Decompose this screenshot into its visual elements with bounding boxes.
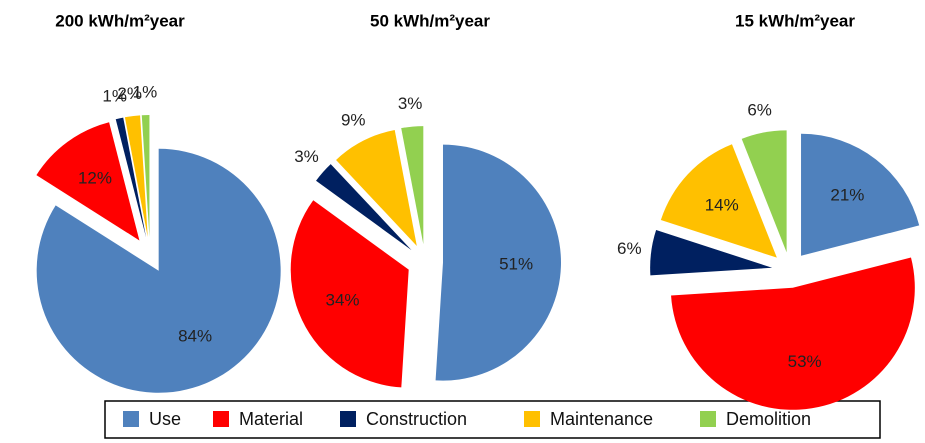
legend-swatch <box>123 411 139 427</box>
legend-swatch <box>524 411 540 427</box>
chart-title: 200 kWh/m²year <box>55 11 185 30</box>
value-label: 3% <box>294 147 319 166</box>
legend-label: Construction <box>366 409 467 429</box>
value-label: 34% <box>326 290 360 309</box>
pie-slice <box>290 200 409 388</box>
legend-label: Use <box>149 409 181 429</box>
chart-title: 50 kWh/m²year <box>370 11 490 30</box>
value-label: 51% <box>499 254 533 273</box>
value-label: 6% <box>747 100 772 119</box>
pie-slice <box>36 148 281 393</box>
pie-slice <box>36 122 140 241</box>
pie-slice <box>115 117 147 238</box>
pie-slice <box>435 144 561 381</box>
pie-slice <box>141 115 150 238</box>
value-label: 53% <box>788 352 822 371</box>
value-label: 12% <box>78 169 112 188</box>
value-label: 21% <box>830 185 864 204</box>
pie-slice <box>336 130 417 246</box>
legend-label: Maintenance <box>550 409 653 429</box>
pie-slice <box>124 115 148 238</box>
pie-slice <box>401 126 424 245</box>
pie-slice <box>650 230 773 276</box>
legend-swatch <box>340 411 356 427</box>
legend-swatch <box>213 411 229 427</box>
value-label: 1% <box>133 83 158 102</box>
legend-box <box>104 400 881 439</box>
legend-swatch <box>700 411 716 427</box>
value-label: 14% <box>705 195 739 214</box>
value-label: 84% <box>178 327 212 346</box>
chart-title: 15 kWh/m²year <box>735 11 855 30</box>
pie-slice <box>660 144 777 258</box>
value-label: 1% <box>102 86 127 105</box>
pie-slice <box>671 257 915 410</box>
value-label: 6% <box>617 239 642 258</box>
value-label: 9% <box>341 111 366 130</box>
value-label: 3% <box>398 94 423 113</box>
pie-slice <box>741 130 787 253</box>
pie-slice <box>801 133 920 256</box>
legend-label: Demolition <box>726 409 811 429</box>
legend-label: Material <box>239 409 303 429</box>
value-label: 2% <box>117 84 142 103</box>
pie-slice <box>316 164 412 251</box>
